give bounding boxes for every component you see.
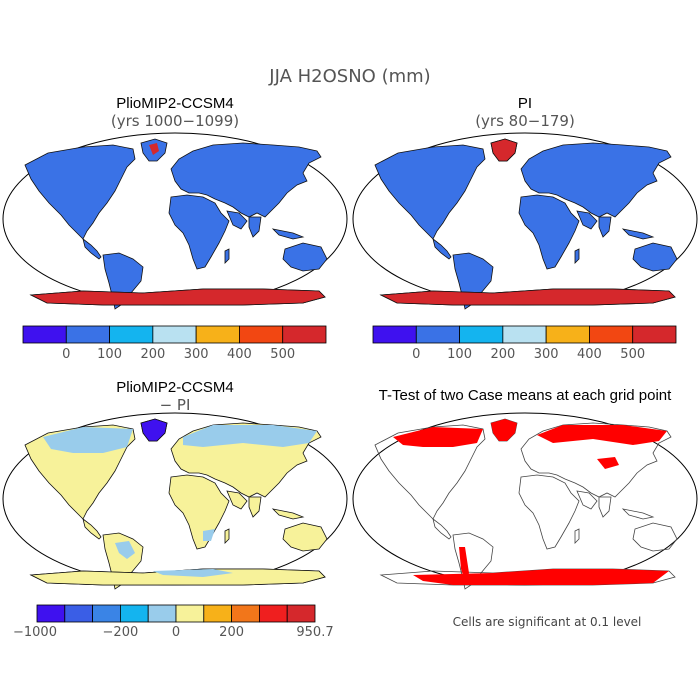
- colorbar-bottom-left: −1000 −200 0 200 950.7: [13, 604, 334, 640]
- panel-bottom-right: T-Test of two Case means at each grid po…: [352, 387, 698, 590]
- colorbar-tick-label: 0: [412, 347, 420, 362]
- colorbar-swatch: [36, 604, 66, 623]
- colorbar-swatch: [147, 604, 177, 623]
- colorbar-tick-label: 950.7: [296, 625, 333, 640]
- colorbar-tick-label: 200: [140, 347, 165, 362]
- colorbar-swatch: [22, 325, 67, 344]
- panel-title-bottom-left: PlioMIP2-CCSM4: [116, 379, 234, 396]
- colorbar-swatch: [545, 325, 590, 344]
- colorbar-swatch: [239, 325, 284, 344]
- map-top-right: [352, 132, 698, 310]
- colorbar-swatch: [372, 325, 417, 344]
- colorbar-top-right: 0 100 200 300 400 500: [372, 325, 677, 362]
- map-top-left: [2, 132, 348, 310]
- colorbar-swatch: [152, 325, 197, 344]
- colorbar-swatch: [92, 604, 121, 623]
- map-bottom-left: [2, 412, 348, 590]
- panel-title-bottom-right: T-Test of two Case means at each grid po…: [379, 387, 672, 404]
- colorbar-swatch: [195, 325, 240, 344]
- colorbar-tick-label: 400: [227, 347, 252, 362]
- colorbar-tick-label: 100: [97, 347, 122, 362]
- colorbar-tick-label: 100: [447, 347, 472, 362]
- panel-subtitle-top-right: (yrs 80−179): [475, 112, 575, 130]
- colorbar-swatch: [109, 325, 154, 344]
- colorbar-tick-label: 500: [270, 347, 295, 362]
- colorbar-tick-label: −1000: [13, 625, 57, 640]
- panel-bottom-left: PlioMIP2-CCSM4 − PI: [2, 379, 348, 590]
- panel-subtitle-top-left: (yrs 1000−1099): [111, 112, 239, 130]
- colorbar-swatch: [65, 325, 110, 344]
- colorbar-swatch: [459, 325, 504, 344]
- colorbar-tick-label: −200: [103, 625, 139, 640]
- colorbar-tick-label: 200: [490, 347, 515, 362]
- figure-title: JJA H2OSNO (mm): [268, 66, 430, 87]
- colorbar-tick-label: 200: [219, 625, 244, 640]
- colorbar-tick-label: 300: [184, 347, 209, 362]
- colorbar-swatch: [231, 604, 260, 623]
- colorbar-swatch: [502, 325, 547, 344]
- significance-note: Cells are significant at 0.1 level: [453, 615, 642, 629]
- colorbar-swatch: [632, 325, 677, 344]
- panel-top-right: PI (yrs 80−179): [352, 95, 698, 310]
- colorbar-top-left: 0 100 200 300 400 500: [22, 325, 327, 362]
- colorbar-swatch: [203, 604, 233, 623]
- colorbar-tick-label: 300: [534, 347, 559, 362]
- panel-top-left: PlioMIP2-CCSM4 (yrs 1000−1099): [2, 95, 348, 310]
- colorbar-swatch: [258, 604, 288, 623]
- panel-title-top-left: PlioMIP2-CCSM4: [116, 95, 234, 112]
- colorbar-swatch: [286, 604, 316, 623]
- colorbar-tick-label: 0: [62, 347, 70, 362]
- panel-subtitle-bottom-left: − PI: [160, 396, 191, 414]
- colorbar-swatch: [175, 604, 205, 623]
- colorbar-swatch: [64, 604, 94, 623]
- colorbar-swatch: [282, 325, 327, 344]
- colorbar-swatch: [120, 604, 149, 623]
- panel-title-top-right: PI: [518, 95, 532, 112]
- colorbar-tick-label: 500: [620, 347, 645, 362]
- colorbar-swatch: [415, 325, 460, 344]
- map-bottom-right: [352, 412, 698, 590]
- colorbar-tick-label: 0: [172, 625, 180, 640]
- colorbar-tick-label: 400: [577, 347, 602, 362]
- colorbar-swatch: [589, 325, 634, 344]
